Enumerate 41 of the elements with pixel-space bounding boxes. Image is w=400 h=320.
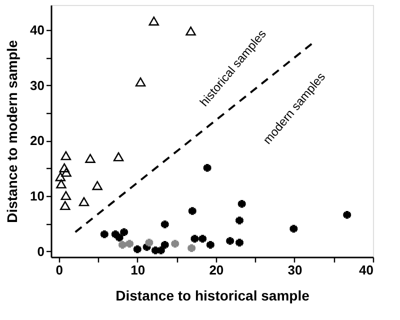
point — [135, 77, 146, 87]
y-axis-title: Distance to modern sample — [4, 40, 20, 223]
point — [288, 223, 300, 234]
point — [118, 226, 130, 238]
x-tick-label: 30 — [288, 262, 302, 278]
y-tick-label: 30 — [30, 78, 44, 93]
point — [170, 238, 180, 250]
x-tick-label: 20 — [209, 262, 224, 278]
point — [61, 168, 72, 177]
point — [60, 191, 72, 200]
point — [144, 237, 155, 248]
point — [224, 236, 236, 246]
x-tick-label: 40 — [359, 262, 374, 278]
point — [92, 181, 102, 190]
point — [114, 232, 125, 243]
point — [56, 179, 66, 188]
y-tick-label: 0 — [37, 244, 44, 259]
point — [110, 228, 121, 240]
point — [113, 152, 124, 162]
point — [186, 26, 196, 36]
x-axis-title: Distance to historical sample — [116, 288, 310, 304]
point — [124, 238, 135, 250]
point — [342, 210, 352, 220]
point — [85, 154, 96, 163]
x-tick-label: 10 — [130, 262, 146, 278]
point — [55, 172, 66, 182]
point — [60, 200, 70, 210]
point — [60, 151, 72, 160]
point — [234, 215, 245, 226]
point — [189, 233, 200, 244]
y-tick-label: 10 — [30, 188, 44, 204]
point — [132, 244, 143, 255]
point — [234, 237, 245, 248]
point — [148, 16, 160, 26]
point — [78, 197, 90, 206]
y-tick-label: 20 — [30, 133, 44, 148]
point — [59, 163, 70, 172]
point — [186, 206, 198, 216]
x-tick-label: 0 — [56, 262, 63, 278]
y-tick-label: 40 — [30, 22, 44, 38]
point — [99, 228, 110, 240]
